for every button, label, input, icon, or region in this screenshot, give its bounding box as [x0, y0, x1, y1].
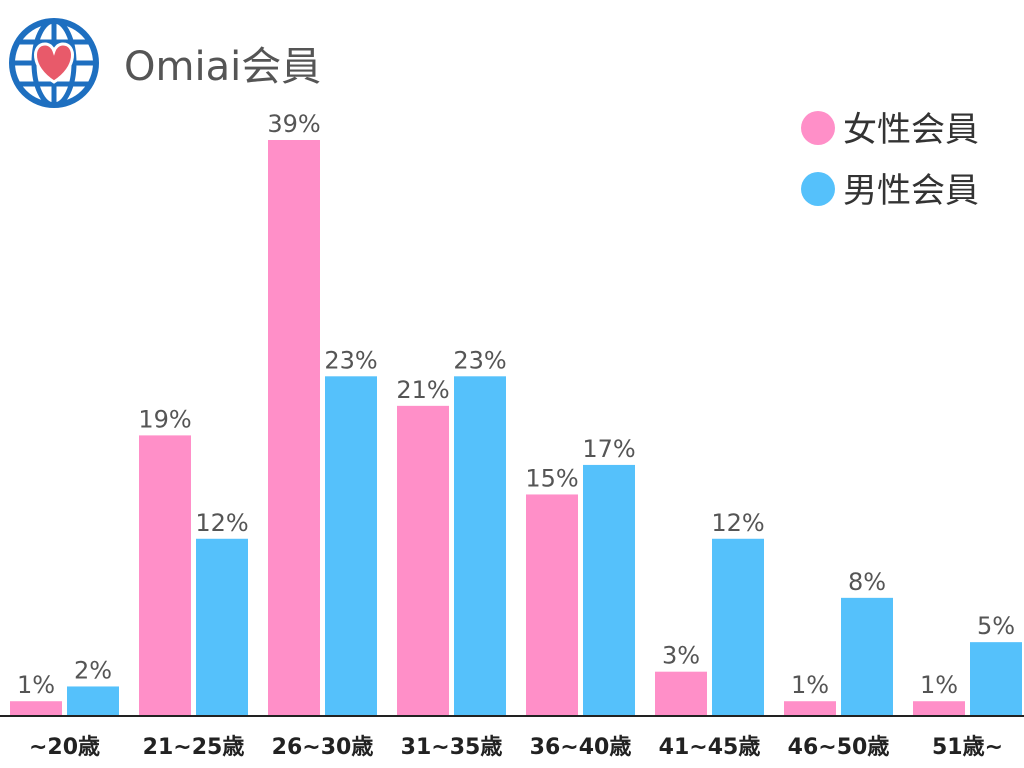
value-label-female-1: 19% [138, 405, 191, 433]
bar-male-7 [970, 642, 1022, 716]
value-label-female-5: 3% [662, 642, 700, 670]
value-label-male-3: 23% [453, 346, 506, 374]
bar-female-7 [913, 701, 965, 716]
legend: 女性会員 男性会員 [801, 110, 979, 211]
value-label-female-6: 1% [791, 671, 829, 699]
x-tick-label-1: 21~25歳 [143, 735, 245, 760]
x-tick-label-5: 41~45歳 [659, 735, 761, 760]
bar-male-5 [712, 538, 764, 716]
bar-female-0 [10, 701, 62, 716]
value-label-male-6: 8% [848, 568, 886, 596]
value-label-male-7: 5% [977, 612, 1015, 640]
page-title: Omiai会員 [124, 44, 321, 90]
x-tick-label-7: 51歳~ [932, 735, 1003, 760]
value-label-female-2: 39% [267, 110, 320, 138]
value-labels-group: 1%2%19%12%39%23%21%23%15%17%3%12%1%8%1%5… [17, 110, 1015, 699]
value-label-male-4: 17% [582, 435, 635, 463]
bar-male-3 [454, 376, 506, 716]
value-label-male-2: 23% [324, 346, 377, 374]
value-label-female-0: 1% [17, 671, 55, 699]
bars-group [10, 140, 1022, 716]
bar-female-6 [784, 701, 836, 716]
value-label-male-1: 12% [195, 509, 248, 537]
legend-label-male: 男性会員 [843, 171, 979, 211]
bar-male-6 [841, 597, 893, 716]
globe-heart-icon [9, 18, 99, 108]
x-tick-label-3: 31~35歳 [401, 735, 503, 760]
value-label-male-0: 2% [74, 656, 112, 684]
bar-female-2 [268, 140, 320, 716]
bar-male-2 [325, 376, 377, 716]
legend-swatch-male [801, 172, 835, 206]
bar-female-1 [139, 435, 191, 716]
value-label-female-4: 15% [525, 464, 578, 492]
value-label-female-3: 21% [396, 376, 449, 404]
bar-female-4 [526, 494, 578, 716]
x-axis-ticks: ~20歳 21~25歳 26~30歳 31~35歳 36~40歳 41~45歳 46~50歳… [29, 735, 1003, 760]
legend-label-female: 女性会員 [843, 110, 979, 150]
x-tick-label-6: 46~50歳 [788, 735, 890, 760]
legend-swatch-female [801, 111, 835, 145]
value-label-male-5: 12% [711, 509, 764, 537]
bar-female-5 [655, 671, 707, 716]
bar-male-0 [67, 686, 119, 716]
bar-female-3 [397, 405, 449, 716]
value-label-female-7: 1% [920, 671, 958, 699]
x-tick-label-0: ~20歳 [29, 735, 100, 760]
bar-male-1 [196, 538, 248, 716]
x-tick-label-2: 26~30歳 [272, 735, 374, 760]
bar-male-4 [583, 464, 635, 716]
x-tick-label-4: 36~40歳 [530, 735, 632, 760]
